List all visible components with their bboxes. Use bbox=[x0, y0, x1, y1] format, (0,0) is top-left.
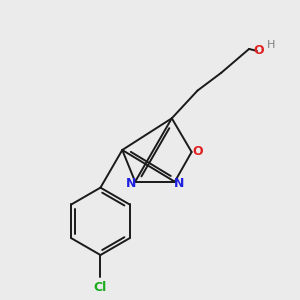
Text: O: O bbox=[254, 44, 264, 57]
Text: N: N bbox=[126, 177, 136, 190]
Text: H: H bbox=[267, 40, 275, 50]
Text: O: O bbox=[192, 146, 203, 158]
Text: N: N bbox=[173, 177, 184, 190]
Text: Cl: Cl bbox=[94, 281, 107, 294]
